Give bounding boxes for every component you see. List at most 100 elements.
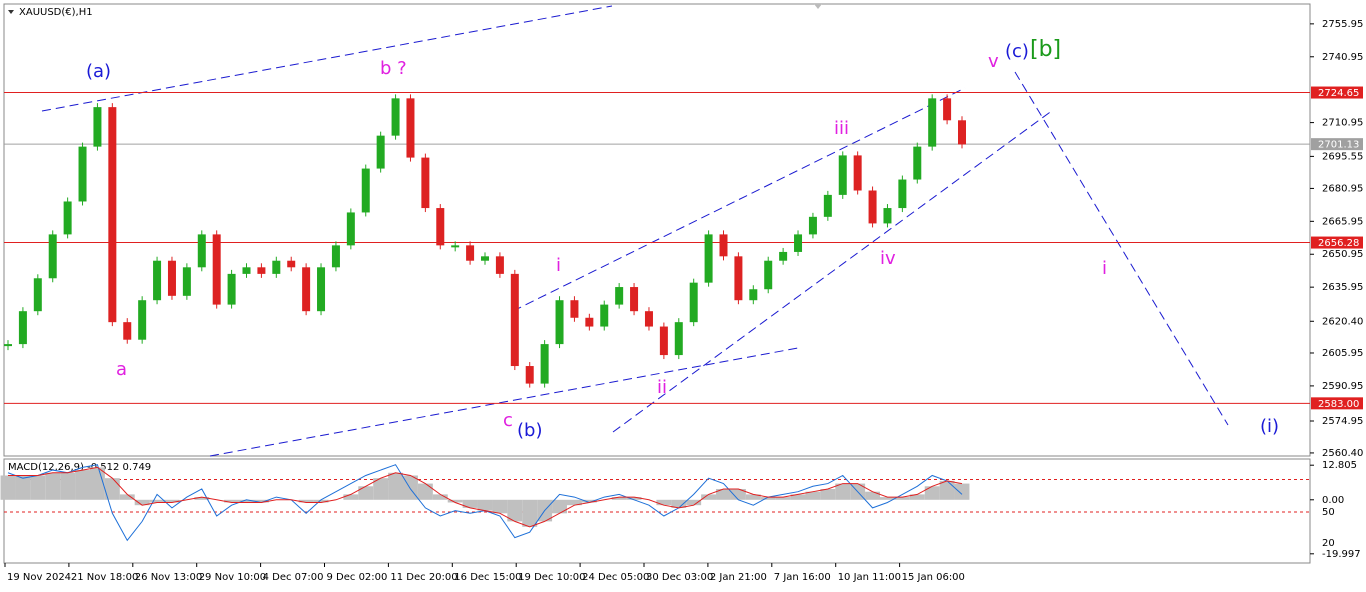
macd-y-tick-label: 0.00 xyxy=(1322,495,1344,506)
candle xyxy=(495,256,504,274)
candle xyxy=(719,234,728,257)
candle xyxy=(689,282,698,323)
macd-histogram xyxy=(89,467,105,500)
wave-label: a xyxy=(116,359,127,380)
macd-histogram xyxy=(880,497,895,500)
candle xyxy=(391,98,400,136)
macd-histogram xyxy=(343,494,359,500)
candle xyxy=(436,208,445,246)
macd-pane xyxy=(3,458,1311,564)
y-tick-label: 2755.95 xyxy=(1322,19,1363,30)
candle xyxy=(525,366,534,384)
menu-icon[interactable] xyxy=(8,10,14,14)
candle xyxy=(361,168,370,213)
x-tick-label: 2 Jan 21:00 xyxy=(710,572,767,583)
macd-histogram xyxy=(447,499,463,503)
candle xyxy=(302,267,311,312)
x-tick-label: 19 Dec 10:00 xyxy=(518,572,585,583)
candle xyxy=(78,146,87,202)
candle xyxy=(570,300,579,318)
shift-marker xyxy=(814,4,822,9)
y-tick-label: 2650.95 xyxy=(1322,249,1363,260)
y-tick-label: 2635.95 xyxy=(1322,282,1363,293)
candle xyxy=(630,287,639,312)
macd-histogram xyxy=(194,497,210,500)
x-tick-label: 15 Jan 06:00 xyxy=(902,572,965,583)
macd-histogram xyxy=(865,491,881,500)
candle xyxy=(317,267,326,312)
macd-histogram xyxy=(760,497,776,500)
y-tick-label: 2740.95 xyxy=(1322,52,1363,63)
candle xyxy=(853,155,862,191)
candle xyxy=(600,304,609,327)
macd-histogram xyxy=(790,494,806,500)
trendline xyxy=(512,87,966,312)
wave-label: [b] xyxy=(1030,37,1061,62)
macd-histogram xyxy=(388,472,404,500)
wave-label: (i) xyxy=(1260,416,1279,437)
candle xyxy=(33,278,42,312)
candle xyxy=(779,251,788,261)
candle xyxy=(167,260,176,296)
macd-histogram xyxy=(30,475,46,500)
macd-histogram xyxy=(119,494,135,500)
candle xyxy=(227,273,236,305)
candle xyxy=(466,245,475,261)
wave-label: (b) xyxy=(517,420,542,441)
candle xyxy=(943,98,952,121)
macd-histogram xyxy=(477,499,493,511)
macd-histogram xyxy=(15,475,31,500)
y-tick-label: 2605.95 xyxy=(1322,348,1363,359)
price-pane xyxy=(3,3,1311,457)
x-tick-label: 7 Jan 16:00 xyxy=(774,572,831,583)
candle xyxy=(481,256,489,261)
wave-label: i xyxy=(556,255,561,276)
price-label: 2724.65 xyxy=(1318,88,1359,99)
x-tick-label: 16 Dec 15:00 xyxy=(454,572,521,583)
candle xyxy=(242,267,251,274)
macd-histogram xyxy=(894,497,910,500)
y-tick-label: 2590.95 xyxy=(1322,381,1363,392)
trendline xyxy=(209,347,799,457)
candle xyxy=(18,311,27,345)
candle xyxy=(838,155,847,195)
candle xyxy=(928,98,937,147)
candle xyxy=(898,179,907,209)
macd-histogram xyxy=(820,488,836,500)
wave-label: iii xyxy=(834,118,849,139)
macd-histogram xyxy=(581,499,597,503)
candle xyxy=(868,190,877,224)
trendline xyxy=(41,5,613,112)
x-tick-label: 24 Dec 05:00 xyxy=(582,572,649,583)
y-tick-label: 2680.95 xyxy=(1322,183,1363,194)
macd-histogram xyxy=(730,488,746,500)
candle xyxy=(734,256,743,301)
candle xyxy=(197,234,206,268)
candle xyxy=(153,260,162,301)
price-label-box xyxy=(1311,86,1363,99)
macd-histogram xyxy=(686,499,702,506)
macd-level-label: 50 xyxy=(1322,507,1335,518)
macd-histogram xyxy=(701,494,717,500)
x-tick-label: 9 Dec 02:00 xyxy=(327,572,388,583)
wave-label: b ? xyxy=(380,58,407,79)
macd-histogram xyxy=(0,475,16,500)
y-tick-label: 2574.95 xyxy=(1322,416,1363,427)
candle xyxy=(659,326,668,356)
candle xyxy=(93,107,102,147)
macd-histogram xyxy=(492,499,508,514)
macd-histogram xyxy=(239,499,254,503)
y-tick-label: 2560.40 xyxy=(1322,448,1363,459)
macd-histogram xyxy=(671,499,687,508)
candle xyxy=(108,107,117,323)
candle xyxy=(4,344,12,347)
price-label: 2583.00 xyxy=(1318,399,1359,410)
macd-histogram xyxy=(507,499,523,522)
macd-histogram xyxy=(313,499,329,503)
x-tick-label: 19 Nov 2024 xyxy=(7,572,71,583)
macd-histogram xyxy=(552,499,567,514)
candle xyxy=(540,344,549,384)
x-tick-label: 11 Dec 20:00 xyxy=(390,572,457,583)
candle xyxy=(808,216,817,235)
